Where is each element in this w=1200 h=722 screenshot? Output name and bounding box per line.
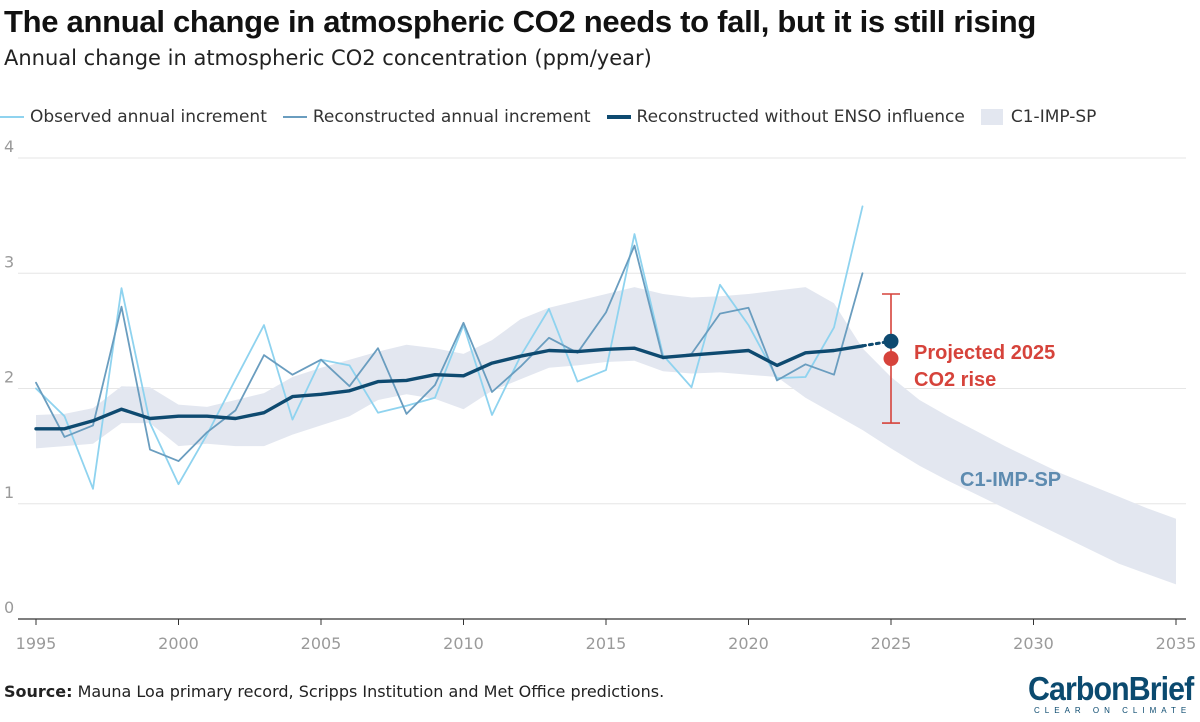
y-tick-label: 4 [4,137,14,156]
source-text: Mauna Loa primary record, Scripps Instit… [72,682,665,701]
carbonbrief-logo[interactable]: CarbonBrief CLEAR ON CLIMATE [1028,672,1198,718]
projection-2025 [861,293,900,424]
x-tick-label: 2015 [586,634,627,653]
y-tick-label: 1 [4,483,14,502]
series-lines [34,205,865,490]
projection-label-line1: Projected 2025 [914,342,1055,364]
logo-tagline: CLEAR ON CLIMATE [1034,706,1192,715]
logo-wordmark: CarbonBrief [1028,670,1194,707]
x-tick-label: 2020 [728,634,769,653]
legend-item-no-enso[interactable]: Reconstructed without ENSO influence [606,107,965,127]
y-tick-label: 0 [4,598,14,617]
projection-point [883,351,899,367]
x-tick-label: 2000 [158,634,199,653]
legend-label-no-enso: Reconstructed without ENSO influence [636,107,965,127]
legend-item-band[interactable]: C1-IMP-SP [980,107,1097,127]
x-tick-label: 2010 [443,634,484,653]
band-area [36,287,1176,585]
legend-item-observed[interactable]: Observed annual increment [0,107,267,127]
projection-no-enso-point [883,333,899,349]
legend-swatch-observed [0,116,24,118]
legend-label-band: C1-IMP-SP [1010,107,1097,127]
legend-swatch-reconstructed [282,116,307,118]
projection-label-line2: CO2 rise [914,369,996,391]
x-tick-label: 2035 [1156,634,1197,653]
chart-title: The annual change in atmospheric CO2 nee… [4,4,1036,39]
y-tick-labels: 0 1 2 3 4 [4,137,14,617]
source-note: Source: Mauna Loa primary record, Scripp… [4,682,664,701]
y-tick-label: 2 [4,368,14,387]
legend: Observed annual increment Reconstructed … [0,104,1112,130]
legend-label-observed: Observed annual increment [30,107,267,127]
x-tick-label: 1995 [16,634,57,653]
legend-item-reconstructed[interactable]: Reconstructed annual increment [282,107,591,127]
gridlines [18,157,1186,625]
legend-swatch-band [980,109,1003,125]
band-label: C1-IMP-SP [960,469,1061,491]
series-observed [35,205,864,490]
legend-label-reconstructed: Reconstructed annual increment [312,107,591,127]
band-c1-imp-sp [36,287,1176,585]
x-tick-labels: 1995 2000 2005 2010 2015 2020 2025 2030 2035 [16,634,1197,653]
x-tick-label: 2005 [301,634,342,653]
source-label: Source: [4,682,73,701]
y-tick-label: 3 [4,252,14,271]
x-tick-label: 2030 [1013,634,1054,653]
series-no-enso [34,344,865,431]
legend-swatch-no-enso [606,115,631,119]
chart-subtitle: Annual change in atmospheric CO2 concent… [4,46,652,70]
series-reconstructed [35,244,864,463]
x-tick-label: 2025 [871,634,912,653]
